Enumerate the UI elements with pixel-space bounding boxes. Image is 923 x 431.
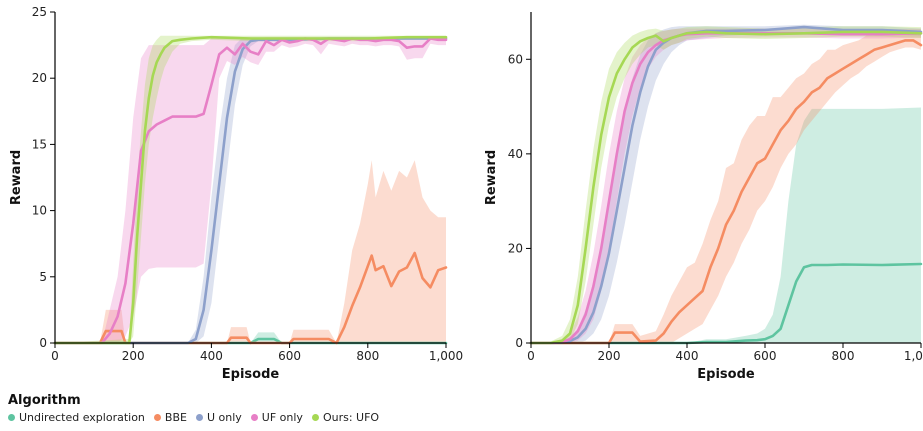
x-tick-label: 200 bbox=[122, 349, 145, 363]
legend-marker bbox=[311, 414, 319, 421]
legend-item-bbe: BBE bbox=[153, 411, 187, 424]
legend: Algorithm Undirected exploration BBE U o… bbox=[8, 392, 908, 428]
band-uf-only bbox=[531, 28, 921, 343]
legend-label: UF only bbox=[261, 411, 303, 424]
line-u-only bbox=[529, 25, 923, 345]
legend-item-u-only: U only bbox=[195, 411, 242, 424]
band-undirected-exploration bbox=[531, 107, 921, 343]
legend-marker bbox=[8, 414, 15, 421]
x-tick-label: 800 bbox=[356, 349, 379, 363]
legend-item-undirected-exploration: Undirected exploration bbox=[8, 411, 145, 424]
x-axis-title: Episode bbox=[697, 367, 755, 382]
x-tick-label: 0 bbox=[51, 349, 59, 363]
band-bbe bbox=[531, 30, 921, 344]
legend-item-uf-only: UF only bbox=[250, 411, 303, 424]
y-tick-label: 5 bbox=[39, 270, 47, 284]
x-axis-title: Episode bbox=[222, 367, 280, 382]
legend-item-ours-ufo: Ours: UFO bbox=[311, 411, 380, 424]
legend-items: Undirected exploration BBE U only UF onl… bbox=[8, 411, 908, 424]
x-tick-label: 400 bbox=[200, 349, 223, 363]
legend-marker bbox=[153, 414, 161, 421]
band-bbe bbox=[55, 160, 446, 343]
x-tick-label: 600 bbox=[278, 349, 301, 363]
y-tick-label: 10 bbox=[32, 204, 47, 218]
y-tick-label: 0 bbox=[515, 336, 523, 350]
band-uf-only bbox=[55, 37, 446, 343]
x-tick-label: 1,000 bbox=[904, 349, 923, 363]
legend-marker bbox=[195, 414, 203, 421]
legend-title: Algorithm bbox=[8, 393, 81, 408]
x-tick-label: 800 bbox=[832, 349, 855, 363]
y-tick-label: 20 bbox=[508, 241, 523, 255]
band-ours-ufo bbox=[55, 35, 446, 344]
x-tick-label: 400 bbox=[676, 349, 699, 363]
line-bbe bbox=[529, 39, 923, 345]
legend-label: Ours: UFO bbox=[322, 411, 380, 424]
band-u-only bbox=[531, 24, 921, 344]
legend-label: U only bbox=[206, 411, 242, 424]
y-tick-label: 20 bbox=[32, 71, 47, 85]
y-tick-label: 15 bbox=[32, 137, 47, 151]
y-tick-label: 25 bbox=[32, 5, 47, 19]
x-tick-label: 1,000 bbox=[429, 349, 463, 363]
x-tick-label: 0 bbox=[527, 349, 535, 363]
left-chart: 0 200 400 600 800 1,000 0 5 10 15 20 25 Episode Rewar… bbox=[9, 5, 463, 382]
line-uf-only bbox=[53, 37, 448, 345]
line-ours-ufo bbox=[529, 30, 923, 345]
x-tick-label: 600 bbox=[754, 349, 777, 363]
line-ours-ufo bbox=[53, 35, 448, 345]
y-axis-title: Reward bbox=[9, 150, 24, 205]
y-axis-title: Reward bbox=[484, 150, 499, 205]
x-tick-label: 200 bbox=[598, 349, 621, 363]
y-tick-label: 40 bbox=[508, 147, 523, 161]
legend-marker bbox=[250, 414, 258, 421]
y-tick-label: 0 bbox=[39, 336, 47, 350]
legend-label: Undirected exploration bbox=[19, 411, 145, 424]
y-tick-label: 60 bbox=[508, 52, 523, 66]
legend-label: BBE bbox=[164, 411, 187, 424]
right-chart: 0 200 400 600 800 1,000 0 20 40 60 Episode Reward bbox=[484, 12, 923, 382]
